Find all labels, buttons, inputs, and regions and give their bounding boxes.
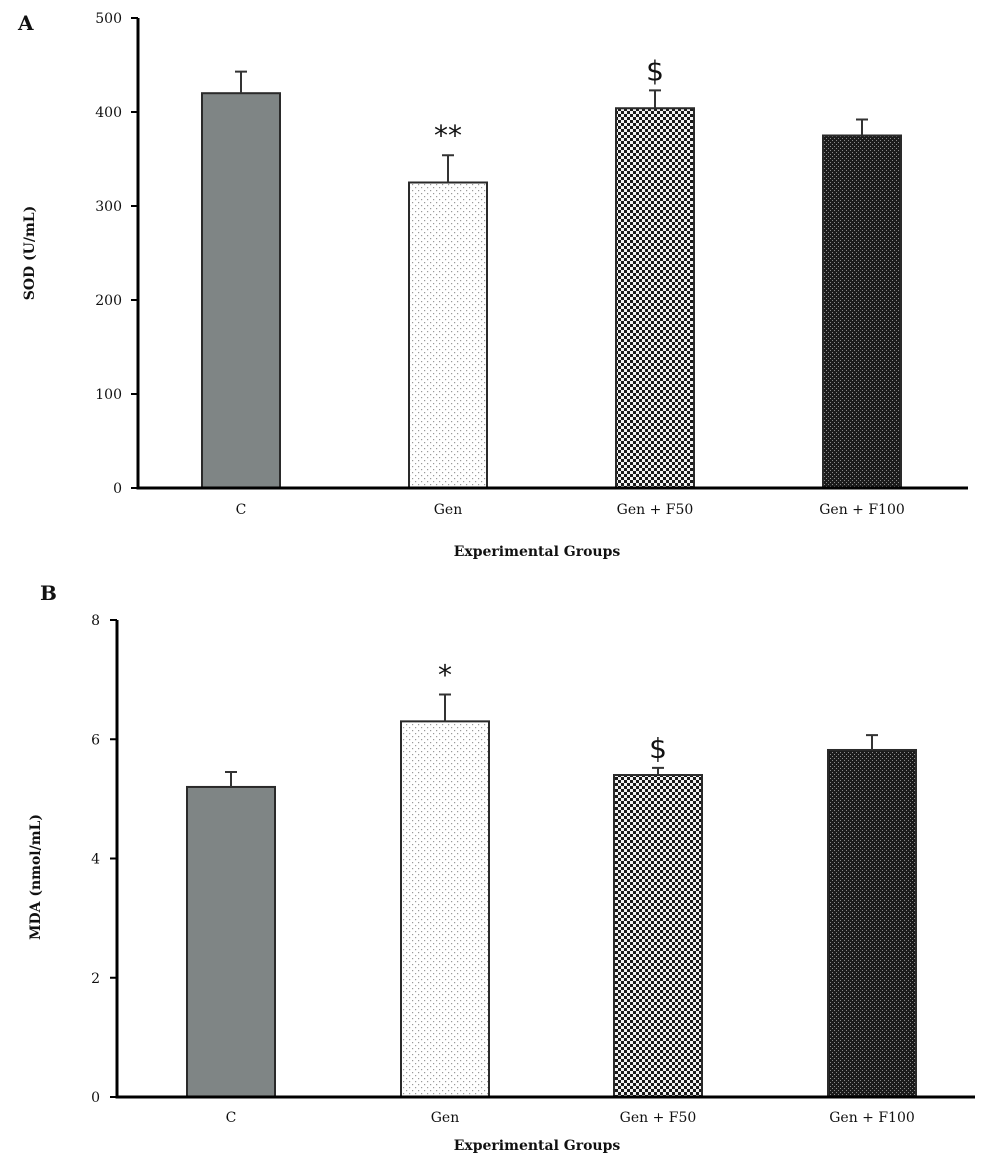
- panel-a-y-ticks: 0 100 200 300 400 500: [95, 11, 138, 497]
- panel-b-axes: [115, 620, 975, 1099]
- panel-b-y-tick-label: 4: [91, 852, 100, 868]
- panel-b-y-tick-label: 2: [91, 971, 100, 987]
- panel-b-y-tick-label: 8: [91, 613, 100, 629]
- panel-a-error-bar-2: [649, 89, 661, 109]
- panel-a-x-axis-title: Experimental Groups: [454, 544, 621, 560]
- panel-b-bar-1: [400, 720, 490, 1098]
- panel-a-y-axis-title: SOD (U/mL): [22, 206, 38, 301]
- panel-b-bar-2: [613, 774, 703, 1099]
- panel-b-category-label-1: Gen: [431, 1110, 460, 1126]
- panel-b-significance-marker-1: *: [438, 659, 452, 692]
- panel-b-error-bar-2: [652, 766, 664, 776]
- panel-b-y-tick-label: 6: [91, 732, 100, 748]
- panel-b-x-tick-labels: C Gen Gen + F50 Gen + F100: [226, 1110, 915, 1126]
- panel-a-bar-0: [201, 92, 281, 489]
- panel-a-y-tick-label: 200: [95, 293, 122, 309]
- panel-b-y-axis-title: MDA (nmol/mL): [28, 814, 44, 940]
- panel-b-y-ticks: 0 2 4 6 8: [91, 613, 117, 1106]
- panel-a-y-tick-label: 400: [95, 105, 122, 121]
- panel-a-error-bar-3: [856, 118, 868, 136]
- panel-b-bar-3: [827, 748, 917, 1098]
- panel-b-x-axis-title: Experimental Groups: [454, 1138, 621, 1154]
- panel-b-y-tick-label: 0: [91, 1090, 100, 1106]
- panel-a-y-tick-label: 500: [95, 11, 122, 27]
- panel-a-y-tick-label: 0: [113, 481, 122, 497]
- panel-a-significance-marker-2: $: [646, 54, 664, 87]
- panel-b-bar-0: [186, 785, 276, 1098]
- panel-a-label: A: [17, 11, 34, 35]
- panel-b-category-label-0: C: [226, 1110, 237, 1126]
- panel-a-error-bar-0: [235, 70, 247, 94]
- panel-b-label: B: [40, 581, 57, 605]
- panel-a-x-tick-labels: C Gen Gen + F50 Gen + F100: [236, 502, 905, 518]
- panel-b: B MDA (nmol/mL) Experimental Groups 0 2 4 6…: [28, 581, 975, 1154]
- panel-b-error-bar-0: [225, 771, 237, 787]
- panel-a-category-label-0: C: [236, 502, 247, 518]
- panel-a-y-tick-label: 100: [95, 387, 122, 403]
- panel-a-error-bar-1: [442, 154, 454, 183]
- panel-b-category-label-2: Gen + F50: [620, 1110, 697, 1126]
- panel-a-category-label-1: Gen: [434, 502, 463, 518]
- panel-a-y-tick-label: 300: [95, 199, 122, 215]
- panel-a-bar-2: [615, 107, 695, 490]
- panel-b-bars: *$: [186, 659, 917, 1099]
- panel-a-category-label-2: Gen + F50: [617, 502, 694, 518]
- panel-a-bar-1: [408, 181, 488, 489]
- panel-b-error-bar-1: [439, 693, 451, 722]
- panel-b-error-bar-3: [866, 734, 878, 750]
- panel-a-significance-marker-1: **: [434, 119, 462, 152]
- panel-a-bar-3: [822, 134, 902, 489]
- panel-a-axes: [136, 18, 968, 490]
- panel-a: A SOD (U/mL) Experimental Groups 0 100 200…: [17, 11, 968, 560]
- panel-b-significance-marker-2: $: [649, 732, 667, 765]
- panel-b-category-label-3: Gen + F100: [829, 1110, 915, 1126]
- panel-a-category-label-3: Gen + F100: [819, 502, 905, 518]
- panel-a-bars: ** $: [201, 54, 902, 490]
